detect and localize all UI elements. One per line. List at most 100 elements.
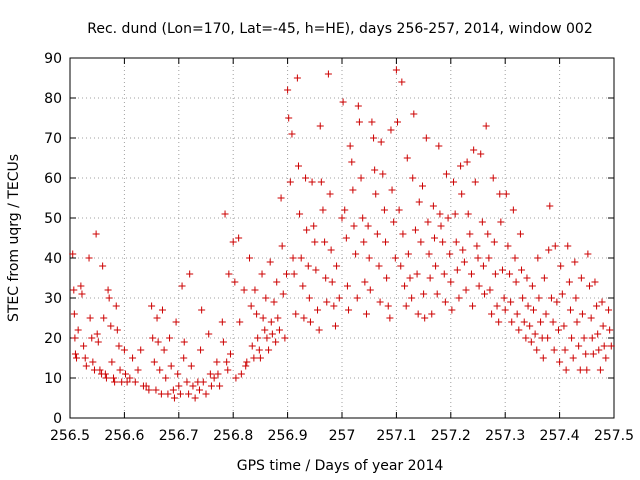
data-point: [370, 134, 378, 142]
data-point: [450, 178, 458, 186]
data-point: [315, 326, 323, 334]
data-point: [413, 270, 421, 278]
data-point: [306, 318, 314, 326]
data-point: [534, 254, 542, 262]
data-point: [471, 178, 479, 186]
data-point: [152, 386, 160, 394]
data-point: [206, 370, 214, 378]
data-point: [232, 374, 240, 382]
data-point: [93, 330, 101, 338]
data-point: [529, 306, 537, 314]
data-point: [101, 370, 109, 378]
data-point: [518, 266, 526, 274]
data-point: [167, 362, 175, 370]
data-point: [174, 370, 182, 378]
data-point: [359, 214, 367, 222]
data-point: [557, 262, 565, 270]
data-point: [226, 350, 234, 358]
data-point: [457, 162, 465, 170]
data-point: [512, 278, 520, 286]
data-point: [429, 202, 437, 210]
data-point: [490, 238, 498, 246]
data-point: [312, 266, 320, 274]
data-point: [542, 310, 550, 318]
data-point: [229, 238, 237, 246]
data-point: [606, 326, 614, 334]
data-point: [170, 394, 178, 402]
data-point: [391, 254, 399, 262]
data-point: [286, 178, 294, 186]
data-point: [508, 318, 516, 326]
data-point: [575, 342, 583, 350]
data-point: [263, 334, 271, 342]
data-point: [406, 274, 414, 282]
data-point: [353, 294, 361, 302]
data-point: [354, 102, 362, 110]
data-point: [357, 174, 365, 182]
data-point: [342, 234, 350, 242]
x-tick-label: 256.5: [50, 428, 90, 444]
data-point: [214, 370, 222, 378]
data-point: [466, 230, 474, 238]
data-point: [345, 306, 353, 314]
data-point: [355, 118, 363, 126]
data-point: [322, 274, 330, 282]
data-point: [339, 98, 347, 106]
data-point: [253, 310, 261, 318]
data-point: [283, 270, 291, 278]
data-point: [470, 146, 478, 154]
data-point: [199, 378, 207, 386]
data-point: [425, 250, 433, 258]
x-tick-label: 256.6: [104, 428, 144, 444]
data-point: [111, 378, 119, 386]
data-point: [372, 190, 380, 198]
data-point: [169, 386, 177, 394]
data-point: [333, 262, 341, 270]
data-point: [180, 338, 188, 346]
data-point: [433, 290, 441, 298]
data-point: [561, 346, 569, 354]
data-point: [327, 246, 335, 254]
data-point: [573, 318, 581, 326]
data-point: [352, 250, 360, 258]
data-point: [392, 66, 400, 74]
data-point: [149, 334, 157, 342]
data-point: [417, 238, 425, 246]
data-point: [596, 366, 604, 374]
data-point: [105, 294, 113, 302]
data-point: [572, 294, 580, 302]
data-point: [120, 346, 128, 354]
data-point: [316, 122, 324, 130]
data-point: [591, 278, 599, 286]
data-point: [113, 326, 121, 334]
data-point: [85, 254, 93, 262]
data-point: [600, 342, 608, 350]
data-point: [272, 338, 280, 346]
data-point: [511, 254, 519, 262]
y-axis-label: STEC from uqrg / TECUs: [6, 154, 22, 322]
data-point: [197, 346, 205, 354]
data-point: [493, 302, 501, 310]
data-point: [411, 226, 419, 234]
data-point: [564, 242, 572, 250]
data-point: [373, 230, 381, 238]
data-point: [185, 390, 193, 398]
data-point: [447, 278, 455, 286]
data-point: [242, 362, 250, 370]
data-point: [491, 270, 499, 278]
data-point: [246, 254, 254, 262]
data-point: [446, 250, 454, 258]
data-point: [236, 318, 244, 326]
data-point: [368, 118, 376, 126]
data-point: [304, 262, 312, 270]
data-point: [270, 298, 278, 306]
data-point: [540, 274, 548, 282]
data-point: [566, 306, 574, 314]
data-point: [231, 278, 239, 286]
data-point: [243, 358, 251, 366]
data-point: [485, 254, 493, 262]
data-point: [166, 334, 174, 342]
data-point: [70, 310, 78, 318]
y-tick-label: 0: [53, 411, 62, 427]
data-point: [216, 382, 224, 390]
